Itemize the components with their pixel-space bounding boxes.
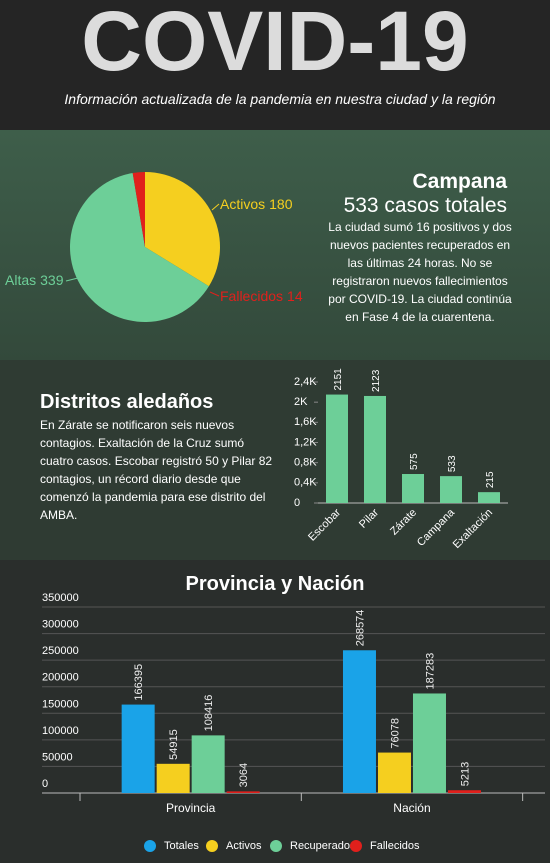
- slice-category: Activos: [220, 196, 265, 212]
- value-label: 268574: [354, 610, 366, 647]
- bar: [412, 693, 446, 793]
- legend-label: Recuperados: [290, 840, 356, 852]
- bar: [326, 394, 348, 503]
- x-tick-label: Nación: [393, 801, 430, 815]
- y-tick-label: 300000: [42, 619, 79, 631]
- bar: [121, 704, 155, 793]
- pie-slice: [145, 172, 221, 287]
- bar: [342, 650, 376, 793]
- legend-label: Totales: [164, 840, 199, 852]
- value-label: 215: [485, 471, 496, 488]
- legend-label: Activos: [226, 840, 262, 852]
- bar: [156, 763, 190, 793]
- slice-category: Altas: [5, 272, 36, 288]
- y-tick-label: 1,6K: [294, 416, 317, 428]
- y-tick-label: 200000: [42, 672, 79, 684]
- nacion-bg: [0, 560, 550, 863]
- legend-swatch: [206, 840, 218, 852]
- value-label: 2123: [371, 369, 382, 392]
- legend-swatch: [270, 840, 282, 852]
- y-tick-label: 0,4K: [294, 477, 317, 489]
- value-label: 108416: [203, 695, 215, 732]
- value-label: 533: [447, 455, 458, 472]
- value-label: 187283: [424, 653, 436, 690]
- slice-value: 180: [269, 196, 293, 212]
- campana-total: 533 casos totales: [344, 194, 507, 217]
- y-tick-label: 100000: [42, 725, 79, 737]
- slice-label: Altas 339: [5, 272, 64, 288]
- y-tick-label: 150000: [42, 698, 79, 710]
- value-label: 3064: [238, 763, 250, 787]
- y-tick-label: 0: [42, 778, 48, 790]
- distritos-text: En Zárate se notificaron seis nuevos con…: [40, 418, 273, 522]
- y-tick-label: 0,8K: [294, 457, 317, 469]
- page-title: COVID-19: [81, 0, 468, 88]
- value-label: 166395: [133, 664, 145, 701]
- pie-slice: [69, 173, 209, 322]
- value-label: 76078: [389, 718, 401, 749]
- value-label: 575: [409, 453, 420, 470]
- value-label: 2151: [333, 368, 344, 391]
- legend-swatch: [350, 840, 362, 852]
- subtitle: Información actualizada de la pandemia e…: [64, 91, 495, 107]
- value-label: 5213: [459, 762, 471, 786]
- header-bg: [0, 0, 550, 130]
- bar: [377, 752, 411, 793]
- legend-swatch: [144, 840, 156, 852]
- leader-line: [65, 277, 79, 282]
- y-tick-label: 50000: [42, 751, 73, 763]
- y-tick-label: 2,4K: [294, 376, 317, 388]
- leader-line: [209, 291, 220, 297]
- distritos-title: Distritos aledaños: [40, 391, 213, 413]
- chart-title: Provincia y Nación: [186, 573, 365, 595]
- x-tick-label: Provincia: [166, 801, 216, 815]
- bar: [402, 474, 424, 503]
- campana-title: Campana: [412, 170, 507, 193]
- slice-value: 14: [287, 288, 303, 304]
- y-tick-label: 0: [294, 497, 300, 509]
- slice-value: 339: [40, 272, 64, 288]
- slice-label: Activos 180: [220, 196, 293, 212]
- y-tick-label: 2K: [294, 396, 308, 408]
- bar: [447, 790, 481, 793]
- leader-line: [211, 203, 220, 211]
- pie-slice: [132, 172, 145, 247]
- legend-label: Fallecidos: [370, 840, 420, 852]
- bar: [226, 791, 260, 793]
- distritos-bg: [0, 360, 550, 560]
- bar: [191, 735, 225, 793]
- y-tick-label: 350000: [42, 592, 79, 604]
- slice-category: Fallecidos: [220, 288, 283, 304]
- bar: [364, 395, 386, 503]
- bar: [478, 492, 500, 503]
- y-tick-label: 250000: [42, 645, 79, 657]
- slice-label: Fallecidos 14: [220, 288, 303, 304]
- bar: [440, 476, 462, 503]
- value-label: 54915: [168, 729, 180, 760]
- y-tick-label: 1,2K: [294, 436, 317, 448]
- campana-text: La ciudad sumó 16 positivos y dos nuevos…: [328, 220, 512, 324]
